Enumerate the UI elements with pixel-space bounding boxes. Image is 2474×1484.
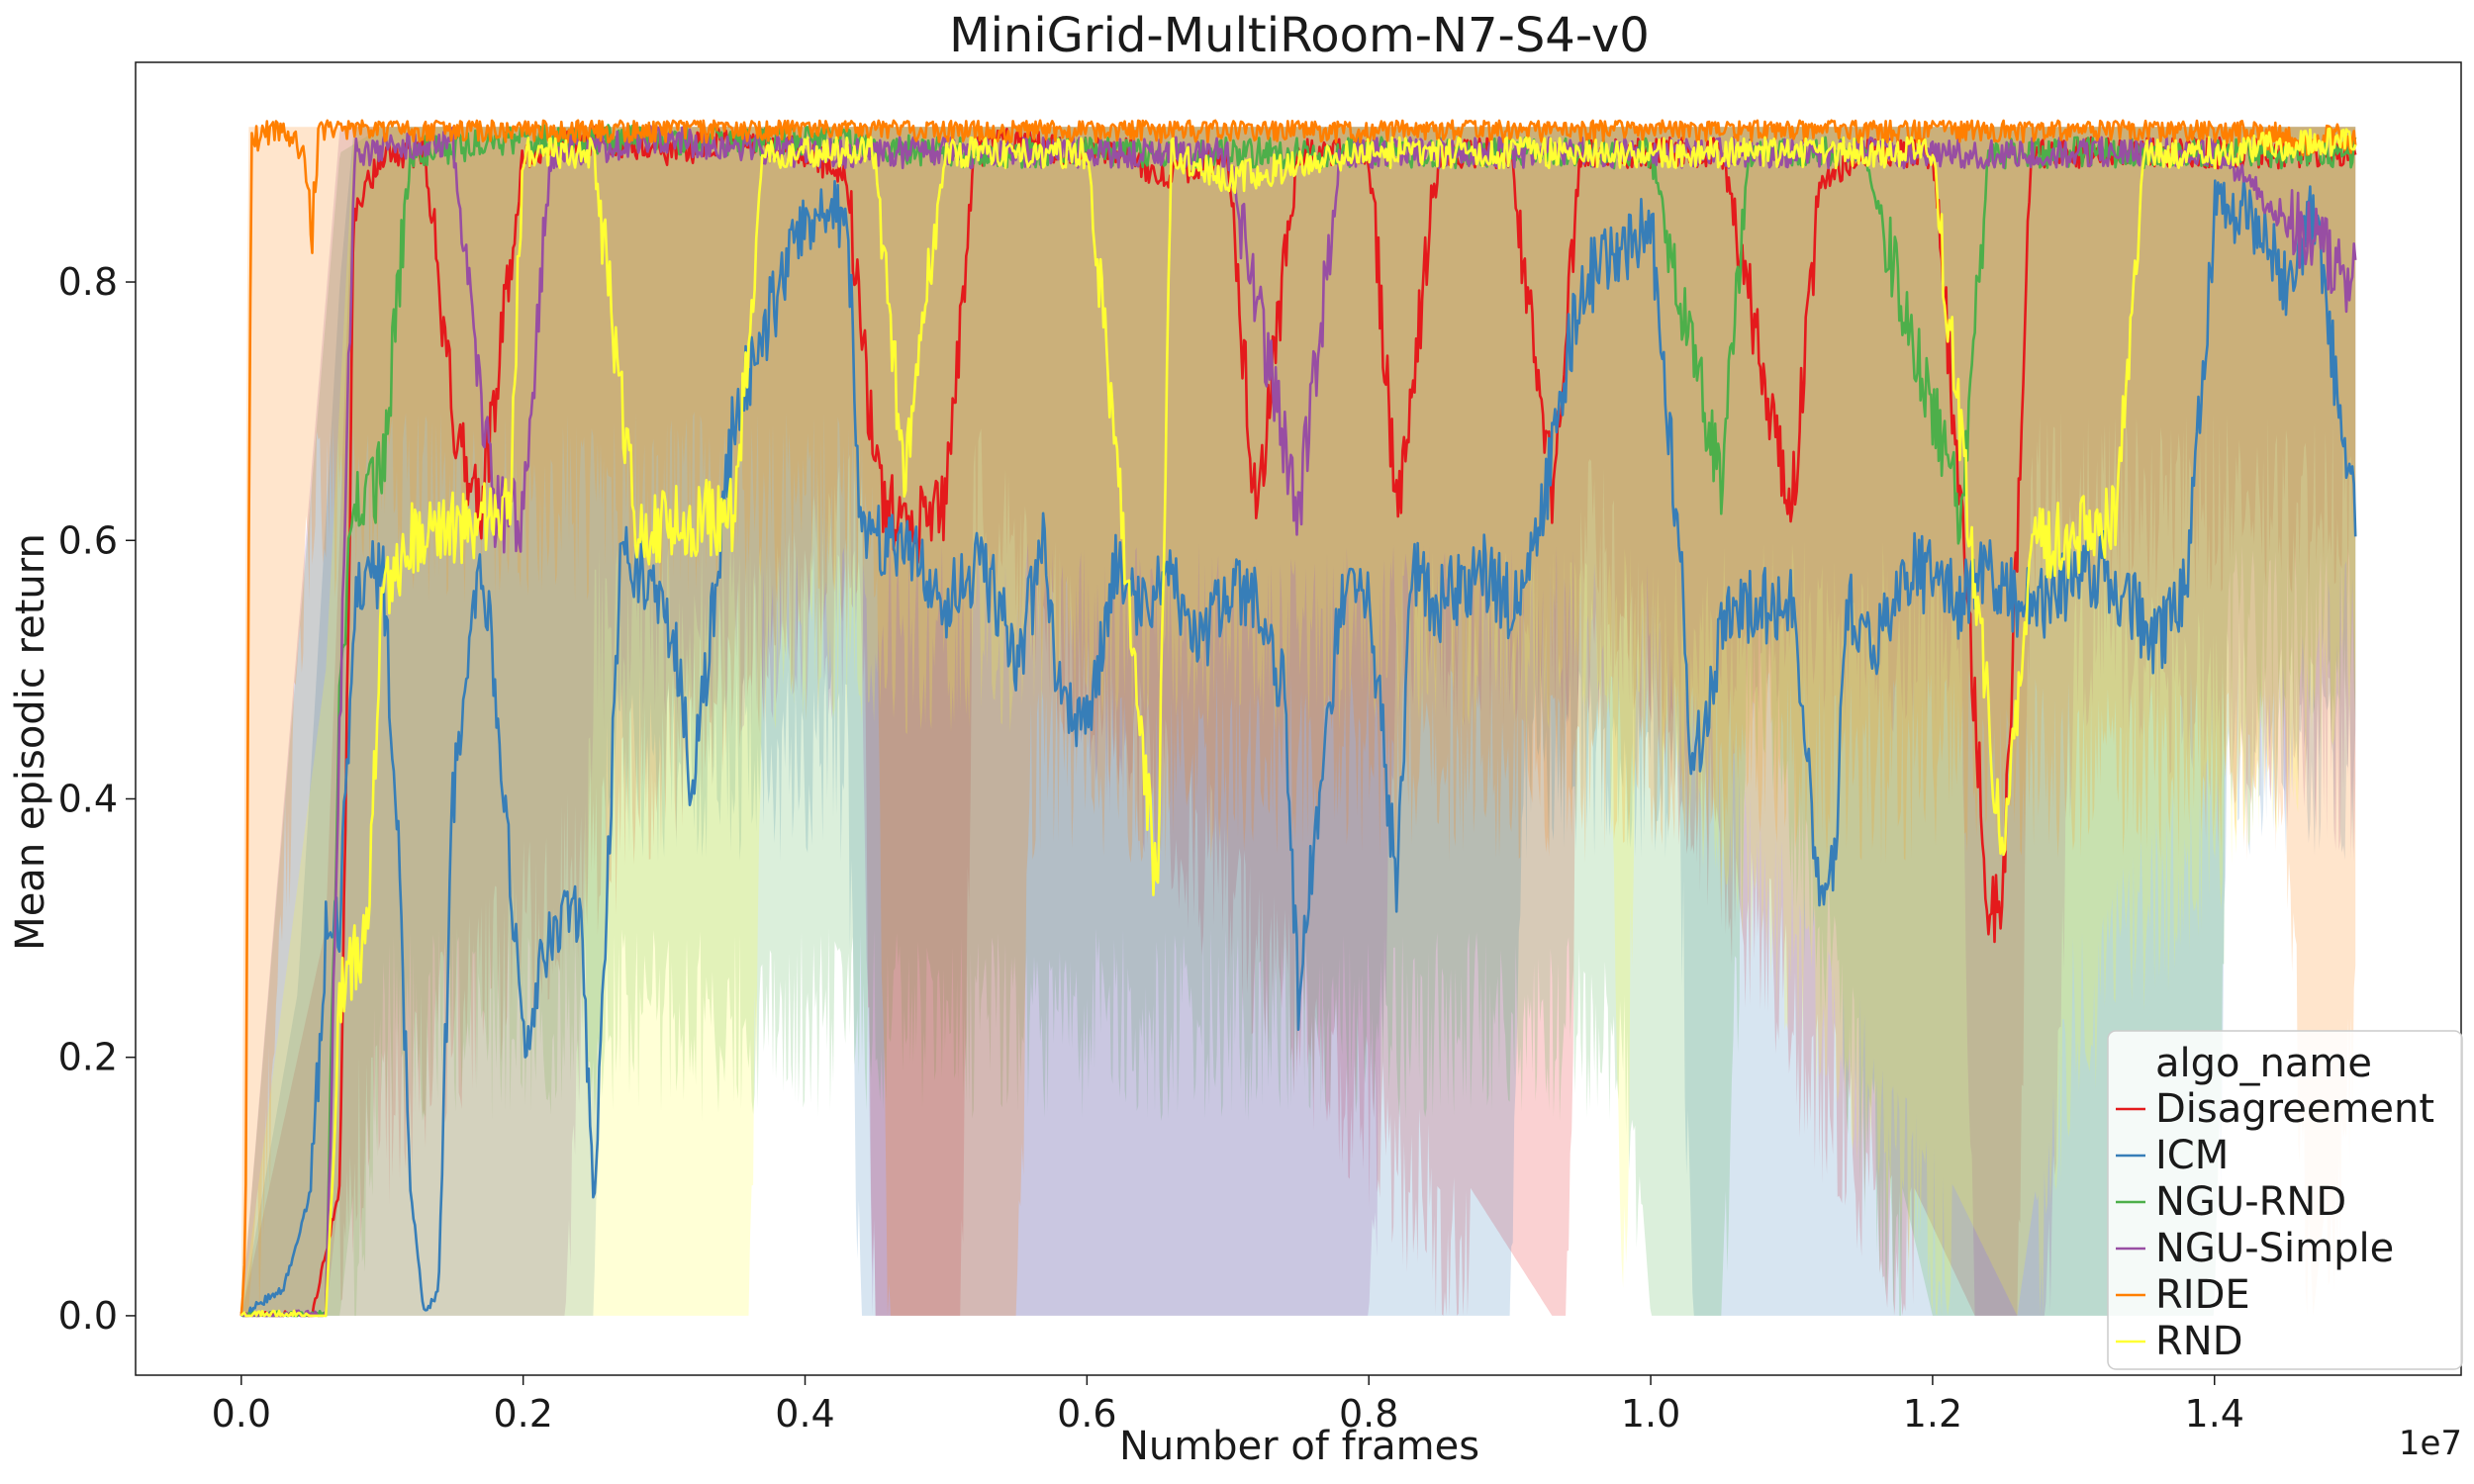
legend-label-disagreement: Disagreement — [2155, 1086, 2434, 1132]
plot-area — [239, 119, 2357, 1318]
confidence-bands — [240, 127, 2356, 1316]
legend-box — [2107, 1030, 2463, 1370]
x-tick-label: 0.8 — [1339, 1392, 1398, 1436]
y-tick-label: 0.6 — [58, 518, 118, 562]
x-tick-label: 1.2 — [1903, 1392, 1962, 1436]
y-axis: 0.0 0.2 0.4 0.6 0.8 — [58, 260, 136, 1338]
band-ngu-rnd — [240, 127, 2356, 1316]
x-tick-label: 0.6 — [1057, 1392, 1116, 1436]
legend-label-rnd: RND — [2155, 1319, 2243, 1364]
x-tick-label: 1.0 — [1621, 1392, 1680, 1436]
x-axis: 0.0 0.2 0.4 0.6 0.8 1.0 1.2 1.4 — [212, 1375, 2244, 1436]
x-axis-title: Number of frames — [1119, 1424, 1479, 1469]
x-tick-label: 1.4 — [2185, 1392, 2244, 1436]
plot-frame — [135, 61, 2462, 1376]
y-tick-label: 0.2 — [58, 1036, 118, 1079]
band-rnd — [240, 127, 2356, 1316]
band-ride — [240, 127, 2356, 1316]
band-icm — [240, 127, 2356, 1316]
legend-label-ngu-rnd: NGU-RND — [2155, 1179, 2346, 1225]
legend-label-icm: ICM — [2155, 1133, 2229, 1178]
y-tick-label: 0.0 — [58, 1294, 118, 1338]
x-axis-offset-label: 1e7 — [2399, 1424, 2462, 1463]
y-axis-title: Mean episodic return — [8, 533, 53, 951]
x-tick-label: 0.0 — [212, 1392, 271, 1436]
line-ride — [239, 119, 2357, 1316]
y-tick-label: 0.8 — [58, 260, 118, 304]
series-lines — [239, 119, 2357, 1318]
x-tick-label: 0.2 — [493, 1392, 552, 1436]
line-ngu-simple — [239, 125, 2357, 1318]
line-rnd — [239, 127, 2357, 1318]
y-tick-label: 0.4 — [58, 777, 118, 820]
legend-title: algo_name — [2155, 1041, 2372, 1086]
band-ngu-simple — [240, 127, 2356, 1316]
chart-title: MiniGrid-MultiRoom-N7-S4-v0 — [949, 8, 1650, 63]
legend: algo_name DisagreementICMNGU-RNDNGU-Simp… — [2107, 1030, 2463, 1370]
line-icm — [240, 177, 2357, 1318]
band-disagreement — [240, 127, 2356, 1316]
x-tick-label: 0.4 — [775, 1392, 834, 1436]
legend-label-ngu-simple: NGU-Simple — [2155, 1226, 2394, 1271]
legend-label-ride: RIDE — [2155, 1272, 2250, 1318]
